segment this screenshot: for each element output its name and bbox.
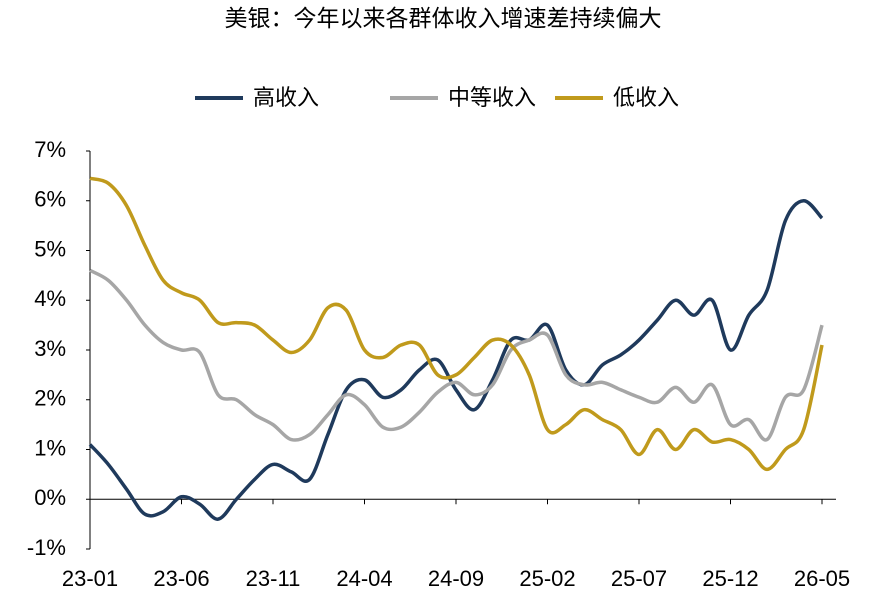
y-tick-label: 7% [34,137,66,162]
y-tick-label: 0% [34,485,66,510]
series-line [89,268,824,442]
x-tick-label: 24-04 [336,566,392,591]
y-tick-label: 5% [34,236,66,261]
x-tick-label: 24-09 [428,566,484,591]
x-tick-label: 23-01 [62,566,118,591]
legend-label: 高收入 [253,85,319,110]
series-line [88,199,824,521]
chart-title: 美银：今年以来各群体收入增速差持续偏大 [225,6,662,32]
legend-label: 中等收入 [448,85,536,110]
y-tick-label: 2% [34,386,66,411]
series-line [89,176,824,472]
y-tick-label: -1% [27,535,66,560]
legend-label: 低收入 [613,85,679,110]
x-tick-label: 25-07 [611,566,667,591]
x-tick-label: 25-12 [702,566,758,591]
x-tick-label: 23-11 [246,566,301,591]
y-tick-label: 3% [34,336,66,361]
y-tick-label: 4% [34,286,66,311]
x-tick-label: 23-06 [153,566,209,591]
x-tick-label: 26-05 [794,566,850,591]
x-tick-label: 25-02 [519,566,575,591]
y-tick-label: 1% [34,435,66,460]
y-tick-label: 6% [34,187,66,212]
